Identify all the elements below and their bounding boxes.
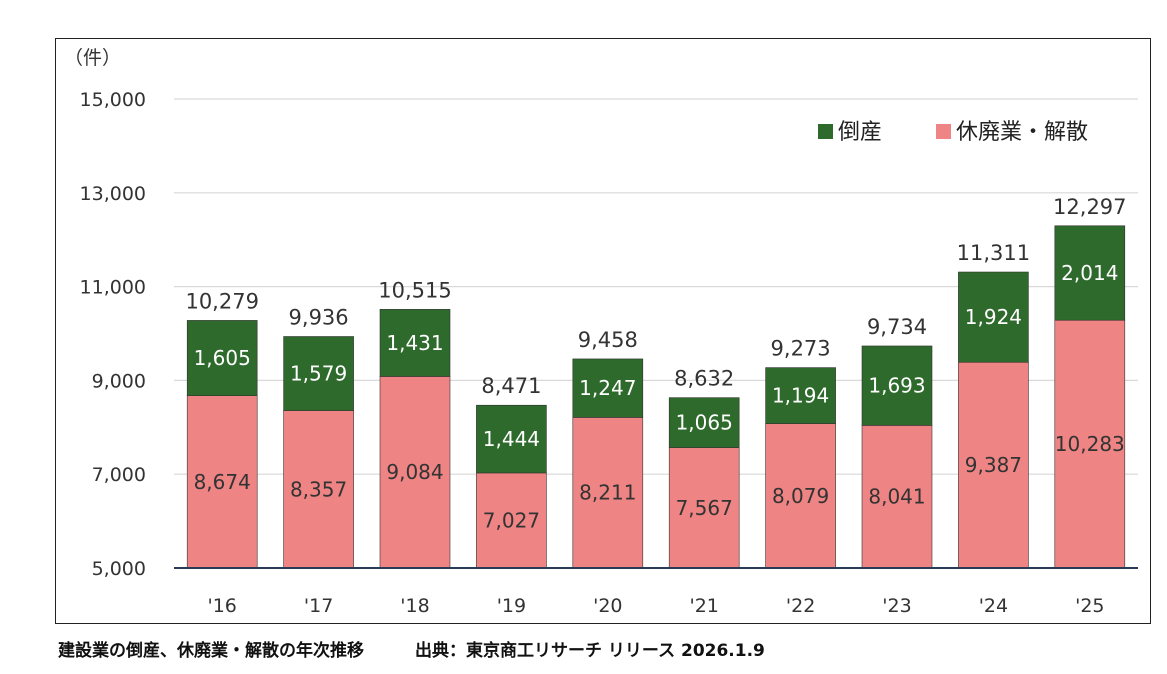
x-tick-label: '22 xyxy=(786,595,815,617)
y-tick-label: 5,000 xyxy=(92,558,146,580)
y-tick-label: 11,000 xyxy=(80,277,146,299)
data-label-total: 11,311 xyxy=(957,241,1030,265)
bar-segment-kyuhaigyo xyxy=(668,447,740,569)
bar-segment-tosan xyxy=(861,345,933,426)
bar-segment-tosan xyxy=(668,397,740,448)
data-label-tosan: 2,014 xyxy=(1061,261,1118,285)
chart-caption: 建設業の倒産、休廃業・解散の年次推移 出典：東京商工リサーチ リリース 2026… xyxy=(58,641,765,661)
x-tick-label: '25 xyxy=(1075,595,1104,617)
bar-segment-tosan xyxy=(572,358,644,418)
x-tick-label: '21 xyxy=(689,595,718,617)
y-tick-label: 9,000 xyxy=(92,370,146,392)
bar-segment-tosan xyxy=(1054,225,1126,321)
x-tick-label: '16 xyxy=(207,595,236,617)
bar-segment-kyuhaigyo xyxy=(958,361,1029,569)
bar-segment-kyuhaigyo xyxy=(186,395,258,569)
data-label-kyuhaigyo: 8,041 xyxy=(868,485,925,509)
data-label-tosan: 1,065 xyxy=(676,411,733,435)
y-tick-label: 7,000 xyxy=(92,464,146,486)
y-unit-label: （件） xyxy=(64,47,121,69)
y-tick-label: 13,000 xyxy=(80,183,146,205)
bar-segment-tosan xyxy=(958,271,1029,363)
data-label-total: 12,297 xyxy=(1053,195,1126,219)
data-label-total: 9,458 xyxy=(578,328,638,352)
data-label-total: 8,632 xyxy=(674,367,734,391)
data-label-tosan: 1,924 xyxy=(965,305,1022,329)
x-tick-label: '24 xyxy=(979,595,1008,617)
data-label-kyuhaigyo: 9,387 xyxy=(965,453,1022,477)
data-label-kyuhaigyo: 7,027 xyxy=(483,508,540,532)
data-label-kyuhaigyo: 10,283 xyxy=(1055,432,1125,456)
data-label-total: 8,471 xyxy=(481,374,541,398)
x-tick-label: '19 xyxy=(497,595,526,617)
data-label-tosan: 1,247 xyxy=(579,376,636,400)
data-label-total: 10,515 xyxy=(378,278,451,302)
data-label-tosan: 1,444 xyxy=(483,427,540,451)
data-label-tosan: 1,431 xyxy=(386,331,443,355)
bar-segment-kyuhaigyo xyxy=(476,472,547,569)
data-label-total: 9,936 xyxy=(289,306,349,330)
legend-swatch xyxy=(818,124,833,139)
bar-segment-kyuhaigyo xyxy=(379,376,451,569)
bar-segment-kyuhaigyo xyxy=(765,423,836,569)
x-tick-label: '23 xyxy=(882,595,911,617)
data-label-kyuhaigyo: 8,211 xyxy=(579,481,636,505)
data-label-tosan: 1,194 xyxy=(772,384,829,408)
data-label-kyuhaigyo: 8,079 xyxy=(772,484,829,508)
y-tick-label: 15,000 xyxy=(80,89,146,111)
bar-segment-kyuhaigyo xyxy=(861,425,933,569)
data-label-total: 10,279 xyxy=(185,289,258,313)
legend-label: 休廃業・解散 xyxy=(956,120,1088,145)
data-label-kyuhaigyo: 9,084 xyxy=(386,460,443,484)
bar-segment-tosan xyxy=(186,320,258,396)
x-tick-label: '17 xyxy=(304,595,333,617)
x-tick-label: '18 xyxy=(400,595,429,617)
data-label-total: 9,734 xyxy=(867,315,927,339)
x-tick-label: '20 xyxy=(593,595,622,617)
stacked-bar-chart: 5,000 7,000 9,000 11,000 13,000 15,000 （件） 8,67… xyxy=(64,47,1138,617)
data-label-total: 9,273 xyxy=(771,337,831,361)
bar-segment-kyuhaigyo xyxy=(572,417,644,569)
legend-swatch xyxy=(936,124,951,139)
bar-segment-tosan xyxy=(765,367,836,424)
bar-segment-tosan xyxy=(379,309,451,377)
data-label-kyuhaigyo: 8,674 xyxy=(194,470,251,494)
legend-label: 倒産 xyxy=(838,120,882,145)
data-label-kyuhaigyo: 8,357 xyxy=(290,477,347,501)
data-label-tosan: 1,579 xyxy=(290,362,347,386)
data-label-tosan: 1,693 xyxy=(868,374,925,398)
bar-segment-tosan xyxy=(476,404,547,474)
chart-frame: 5,000 7,000 9,000 11,000 13,000 15,000 （件） 8,67… xyxy=(55,38,1151,624)
data-label-tosan: 1,605 xyxy=(194,346,251,370)
data-label-kyuhaigyo: 7,567 xyxy=(676,496,733,520)
bar-segment-kyuhaigyo xyxy=(1054,319,1126,569)
bar-segment-tosan xyxy=(283,336,354,411)
